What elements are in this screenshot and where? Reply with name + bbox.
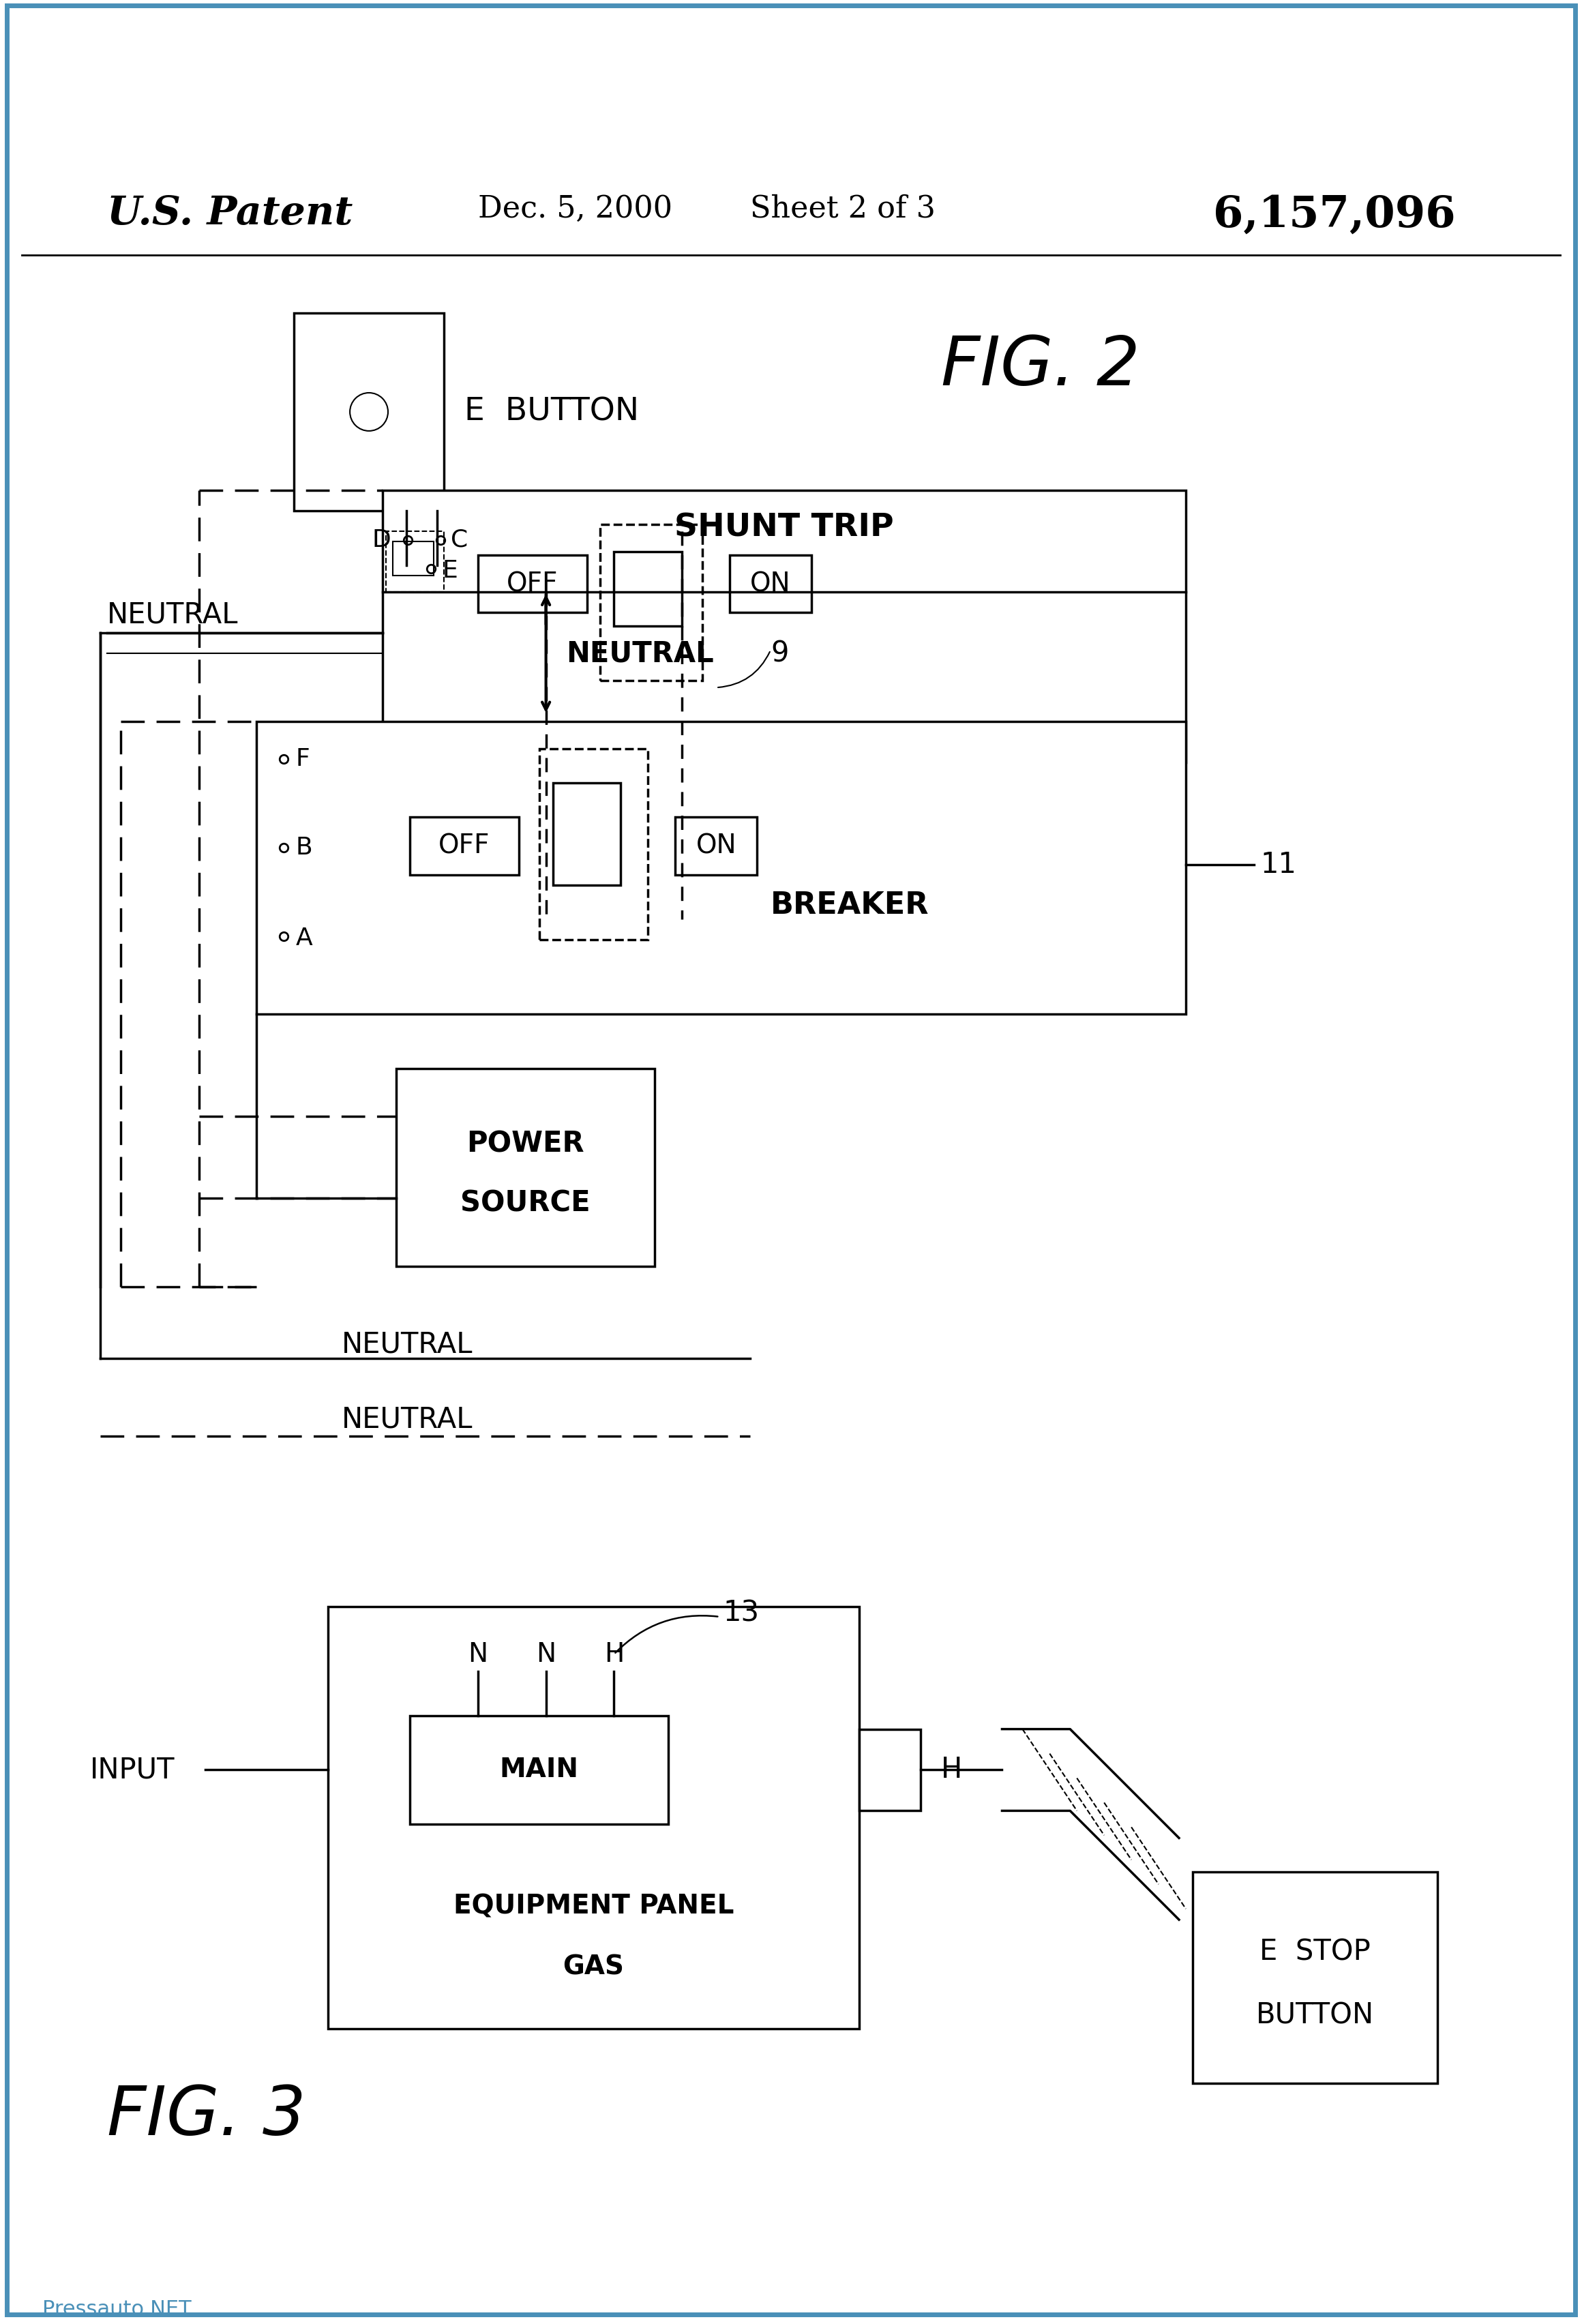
Text: NEUTRAL: NEUTRAL [566, 639, 713, 667]
Bar [539, 748, 649, 939]
Bar [859, 1729, 921, 1810]
Text: 13: 13 [723, 1599, 759, 1627]
Text: H: H [604, 1641, 623, 1666]
Text: GAS: GAS [563, 1954, 625, 1980]
Bar [327, 1606, 859, 2029]
Text: U.S. Patent: U.S. Patent [108, 193, 353, 232]
Text: Sheet 2 of 3: Sheet 2 of 3 [750, 193, 935, 223]
Text: E  STOP: E STOP [1259, 1938, 1370, 1966]
Text: ON: ON [696, 832, 737, 860]
Text: F: F [296, 748, 310, 772]
Text: N: N [468, 1641, 487, 1666]
Text: E: E [443, 558, 457, 581]
Bar [386, 530, 445, 593]
Text: FIG. 3: FIG. 3 [108, 2082, 305, 2150]
Bar [601, 525, 702, 681]
Text: SOURCE: SOURCE [460, 1188, 590, 1218]
Text: Dec. 5, 2000: Dec. 5, 2000 [478, 193, 672, 223]
Text: ON: ON [750, 572, 791, 597]
Text: FIG. 2: FIG. 2 [941, 335, 1139, 400]
Text: D: D [372, 528, 391, 551]
Bar [395, 1069, 655, 1267]
Text: A: A [296, 927, 312, 951]
Text: 11: 11 [1261, 851, 1297, 878]
Text: 9: 9 [770, 639, 788, 667]
Text: EQUIPMENT PANEL: EQUIPMENT PANEL [454, 1894, 734, 1920]
Text: SHUNT TRIP: SHUNT TRIP [674, 511, 894, 544]
Bar [478, 555, 587, 614]
Bar [294, 314, 445, 511]
Bar [256, 720, 1186, 1013]
Text: NEUTRAL: NEUTRAL [342, 1329, 473, 1360]
Text: NEUTRAL: NEUTRAL [108, 600, 239, 630]
Bar [410, 1715, 669, 1824]
Text: 6,157,096: 6,157,096 [1213, 193, 1455, 235]
Text: POWER: POWER [467, 1129, 584, 1157]
Text: BREAKER: BREAKER [770, 890, 929, 920]
Text: E  BUTTON: E BUTTON [464, 397, 639, 428]
Bar [392, 541, 433, 576]
Text: C: C [451, 528, 468, 551]
Bar [676, 818, 756, 874]
Text: MAIN: MAIN [500, 1757, 579, 1783]
Text: Pressauto.NET: Pressauto.NET [43, 2298, 191, 2319]
Bar [552, 783, 620, 885]
Bar [410, 818, 519, 874]
Bar [729, 555, 812, 614]
Text: B: B [296, 837, 312, 860]
Text: NEUTRAL: NEUTRAL [342, 1406, 473, 1434]
Bar [383, 490, 1186, 762]
Text: OFF: OFF [506, 572, 558, 597]
Bar [1193, 1873, 1438, 2082]
Text: N: N [536, 1641, 555, 1666]
Text: H: H [941, 1755, 962, 1785]
Text: BUTTON: BUTTON [1256, 2001, 1375, 2029]
Text: INPUT: INPUT [90, 1755, 174, 1785]
Text: OFF: OFF [438, 832, 490, 860]
Bar [614, 551, 682, 625]
